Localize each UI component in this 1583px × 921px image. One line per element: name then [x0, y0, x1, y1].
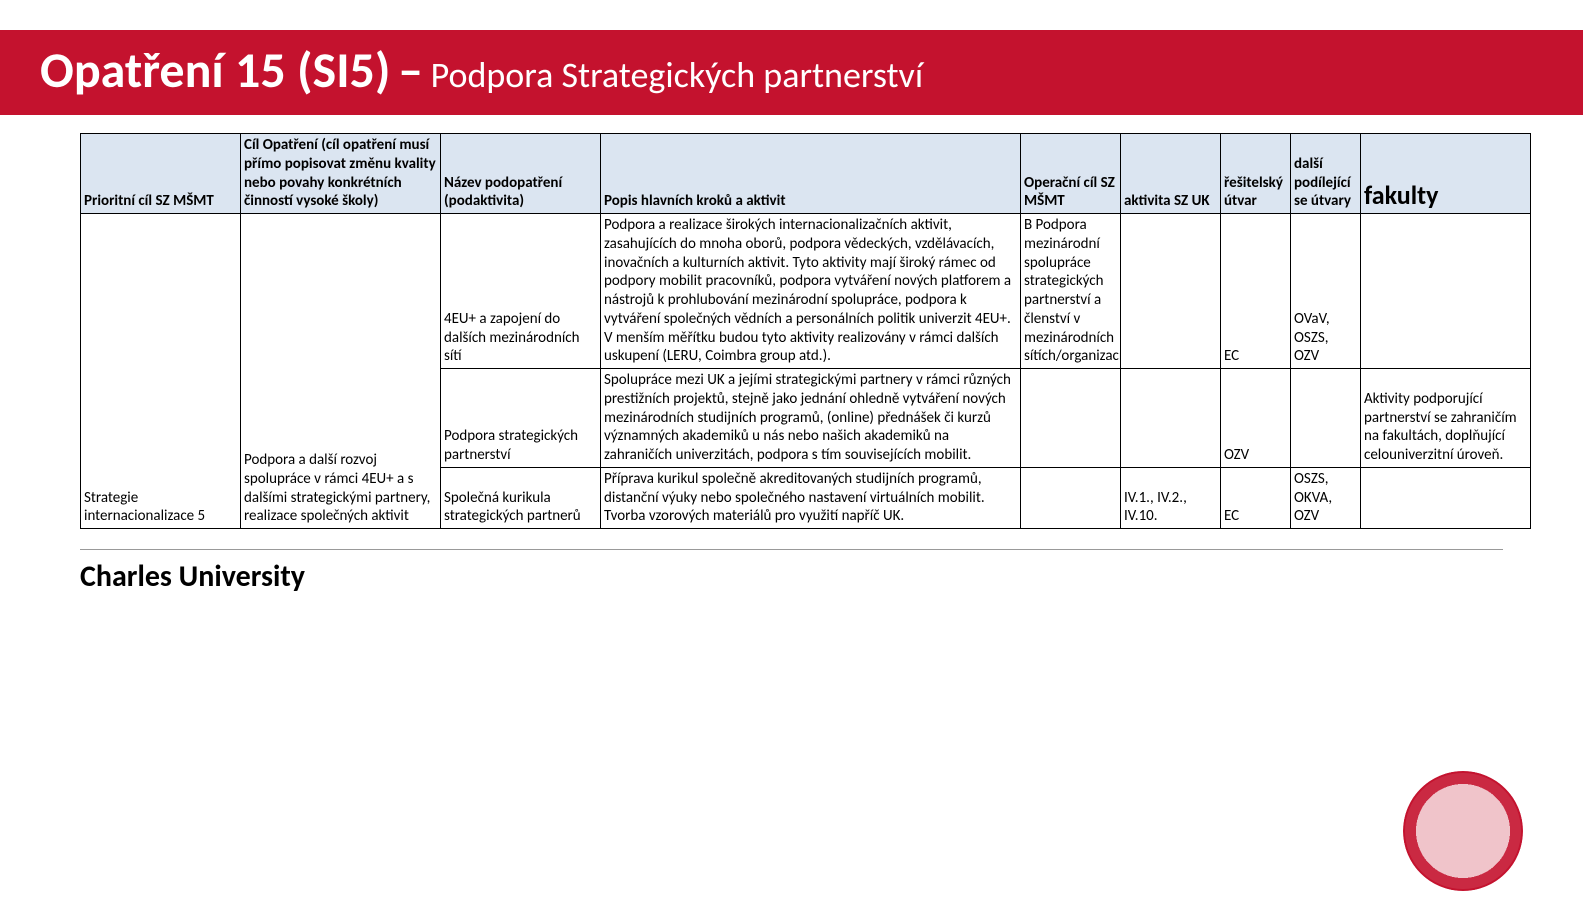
cell: IV.1., IV.2., IV.10. [1121, 467, 1221, 528]
cell [1121, 214, 1221, 369]
col-header: Operační cíl SZ MŠMT [1021, 134, 1121, 214]
cell: OZV [1221, 369, 1291, 468]
col-header: Popis hlavních kroků a aktivit [601, 134, 1021, 214]
cell: B Podpora mezinárodní spolupráce strateg… [1021, 214, 1121, 369]
cell: 4EU+ a zapojení do dalších mezinárodních… [441, 214, 601, 369]
cell [1021, 369, 1121, 468]
cell-highlight [1361, 467, 1531, 528]
cell: EC [1221, 467, 1291, 528]
cell: Spolupráce mezi UK a jejími strategickým… [601, 369, 1021, 468]
col-header-fakulty: fakulty [1361, 134, 1531, 214]
cell [1291, 369, 1361, 468]
slide-title-bar: Opatření 15 (SI5) – Podpora Strategickýc… [0, 30, 1583, 115]
university-seal-icon [1403, 771, 1523, 891]
cell-highlight [1361, 214, 1531, 369]
title-dash: – [398, 40, 423, 101]
col-header: Název podopatření (podaktivita) [441, 134, 601, 214]
cell: EC [1221, 214, 1291, 369]
footer-org: Charles University [80, 558, 1583, 595]
cell: Příprava kurikul společně akreditovaných… [601, 467, 1021, 528]
col-header: Prioritní cíl SZ MŠMT [81, 134, 241, 214]
title-subtitle: Podpora Strategických partnerství [431, 53, 923, 97]
cell-highlight: Aktivity podporující partnerství se zahr… [1361, 369, 1531, 468]
cell [1021, 467, 1121, 528]
table-header-row: Prioritní cíl SZ MŠMT Cíl Opatření (cíl … [81, 134, 1531, 214]
cell: Podpora a realizace širokých internacion… [601, 214, 1021, 369]
cell: Podpora a další rozvoj spolupráce v rámc… [241, 214, 441, 529]
cell: Strategie internacionalizace 5 [81, 214, 241, 529]
cell: OSZS, OKVA, OZV [1291, 467, 1361, 528]
col-header: další podílející se útvary [1291, 134, 1361, 214]
title-main: Opatření 15 (SI5) [40, 40, 390, 101]
cell: OVaV, OSZS, OZV [1291, 214, 1361, 369]
col-header: Cíl Opatření (cíl opatření musí přímo po… [241, 134, 441, 214]
cell: Společná kurikula strategických partnerů [441, 467, 601, 528]
footer-divider [80, 549, 1503, 550]
col-header: aktivita SZ UK [1121, 134, 1221, 214]
cell [1121, 369, 1221, 468]
table-container: Prioritní cíl SZ MŠMT Cíl Opatření (cíl … [80, 133, 1503, 529]
measures-table: Prioritní cíl SZ MŠMT Cíl Opatření (cíl … [80, 133, 1531, 529]
cell: Podpora strategických partnerství [441, 369, 601, 468]
table-row: Strategie internacionalizace 5 Podpora a… [81, 214, 1531, 369]
col-header: řešitelský útvar [1221, 134, 1291, 214]
